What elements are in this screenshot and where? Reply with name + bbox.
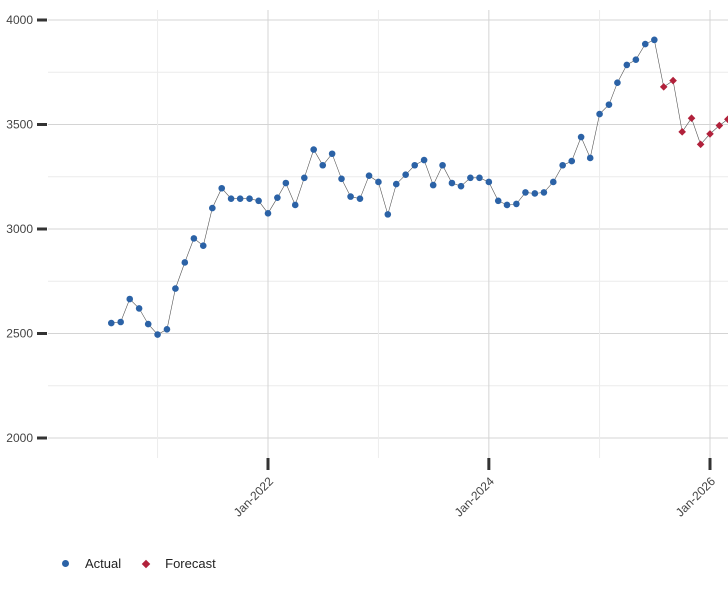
series-line — [111, 39, 728, 335]
actual-point — [467, 174, 474, 182]
actual-point — [485, 178, 493, 186]
actual-point — [494, 197, 502, 205]
forecast-point — [678, 128, 686, 136]
y-tick-mark — [37, 332, 47, 335]
actual-point — [448, 179, 456, 187]
actual-point — [577, 133, 585, 141]
actual-point — [356, 195, 364, 202]
forecast-point — [659, 83, 668, 91]
forecast-point — [706, 130, 714, 138]
y-tick-label: 3500 — [6, 118, 33, 132]
actual-point — [568, 157, 576, 165]
actual-point — [540, 189, 548, 196]
legend-marker-actual — [62, 560, 69, 567]
actual-point — [117, 318, 124, 326]
actual-point — [209, 204, 216, 212]
actual-point — [522, 189, 529, 196]
y-tick-label: 2500 — [6, 327, 33, 341]
actual-point — [439, 161, 446, 169]
y-tick-mark — [37, 123, 47, 126]
legend-label-actual: Actual — [85, 556, 122, 571]
y-tick-label: 4000 — [6, 13, 33, 27]
actual-point — [586, 154, 594, 162]
actual-point — [246, 195, 253, 202]
actual-point — [605, 101, 613, 108]
actual-point — [513, 200, 520, 208]
actual-point — [338, 175, 345, 183]
actual-point — [392, 180, 400, 188]
x-tick-mark — [266, 458, 270, 470]
forecast-point — [696, 140, 705, 149]
actual-point — [457, 182, 465, 190]
actual-point — [264, 210, 272, 217]
actual-point — [144, 320, 152, 328]
y-tick-mark — [37, 227, 47, 231]
actual-point — [641, 40, 649, 48]
forecast-point — [724, 115, 728, 124]
actual-point — [596, 110, 603, 118]
actual-point — [154, 331, 161, 338]
actual-point — [135, 305, 143, 312]
actual-point — [107, 319, 115, 327]
actual-point — [476, 174, 483, 182]
actual-point — [319, 161, 327, 169]
actual-point — [402, 171, 409, 178]
actual-point — [181, 259, 189, 266]
actual-point — [651, 36, 658, 44]
actual-point — [347, 193, 354, 200]
x-tick-mark — [708, 458, 712, 470]
actual-point — [236, 195, 244, 202]
actual-point — [255, 197, 262, 205]
legend-item-forecast[interactable]: Forecast — [141, 556, 216, 571]
y-tick-mark — [37, 436, 47, 440]
legend: Actual Forecast — [62, 556, 216, 571]
actual-point — [365, 172, 373, 180]
x-tick-label: Jan-2026 — [673, 474, 719, 520]
forecast-point — [669, 76, 677, 85]
actual-point — [614, 79, 621, 86]
actual-point — [328, 150, 336, 158]
x-tick-mark — [487, 458, 491, 470]
x-tick-label: Jan-2022 — [231, 474, 277, 520]
actual-point — [218, 184, 226, 192]
actual-point — [384, 211, 392, 218]
actual-point — [411, 161, 419, 169]
actual-point — [310, 146, 317, 153]
actual-point — [549, 178, 557, 186]
y-tick-label: 2000 — [6, 431, 33, 445]
actual-point — [282, 179, 290, 187]
actual-point — [301, 174, 308, 182]
actual-point — [126, 295, 134, 303]
actual-point — [172, 285, 179, 292]
actual-point — [274, 194, 281, 201]
actual-point — [199, 242, 207, 250]
y-tick-label: 3000 — [6, 222, 33, 236]
forecast-point — [715, 121, 724, 130]
actual-point — [503, 201, 511, 209]
forecast-point — [687, 114, 696, 123]
actual-point — [623, 61, 631, 69]
actual-point — [420, 156, 428, 164]
actual-point — [531, 190, 539, 197]
actual-point — [291, 201, 299, 209]
legend-item-actual[interactable]: Actual — [62, 556, 121, 571]
legend-label-forecast: Forecast — [165, 556, 216, 571]
actual-point — [163, 326, 171, 333]
actual-point — [632, 56, 640, 64]
legend-marker-forecast — [141, 559, 151, 568]
actual-point — [429, 181, 437, 189]
actual-point — [375, 178, 382, 186]
y-tick-mark — [37, 18, 47, 22]
actual-point — [190, 235, 198, 242]
actual-point — [227, 195, 235, 202]
x-tick-label: Jan-2024 — [452, 474, 498, 520]
actual-point — [559, 161, 566, 169]
